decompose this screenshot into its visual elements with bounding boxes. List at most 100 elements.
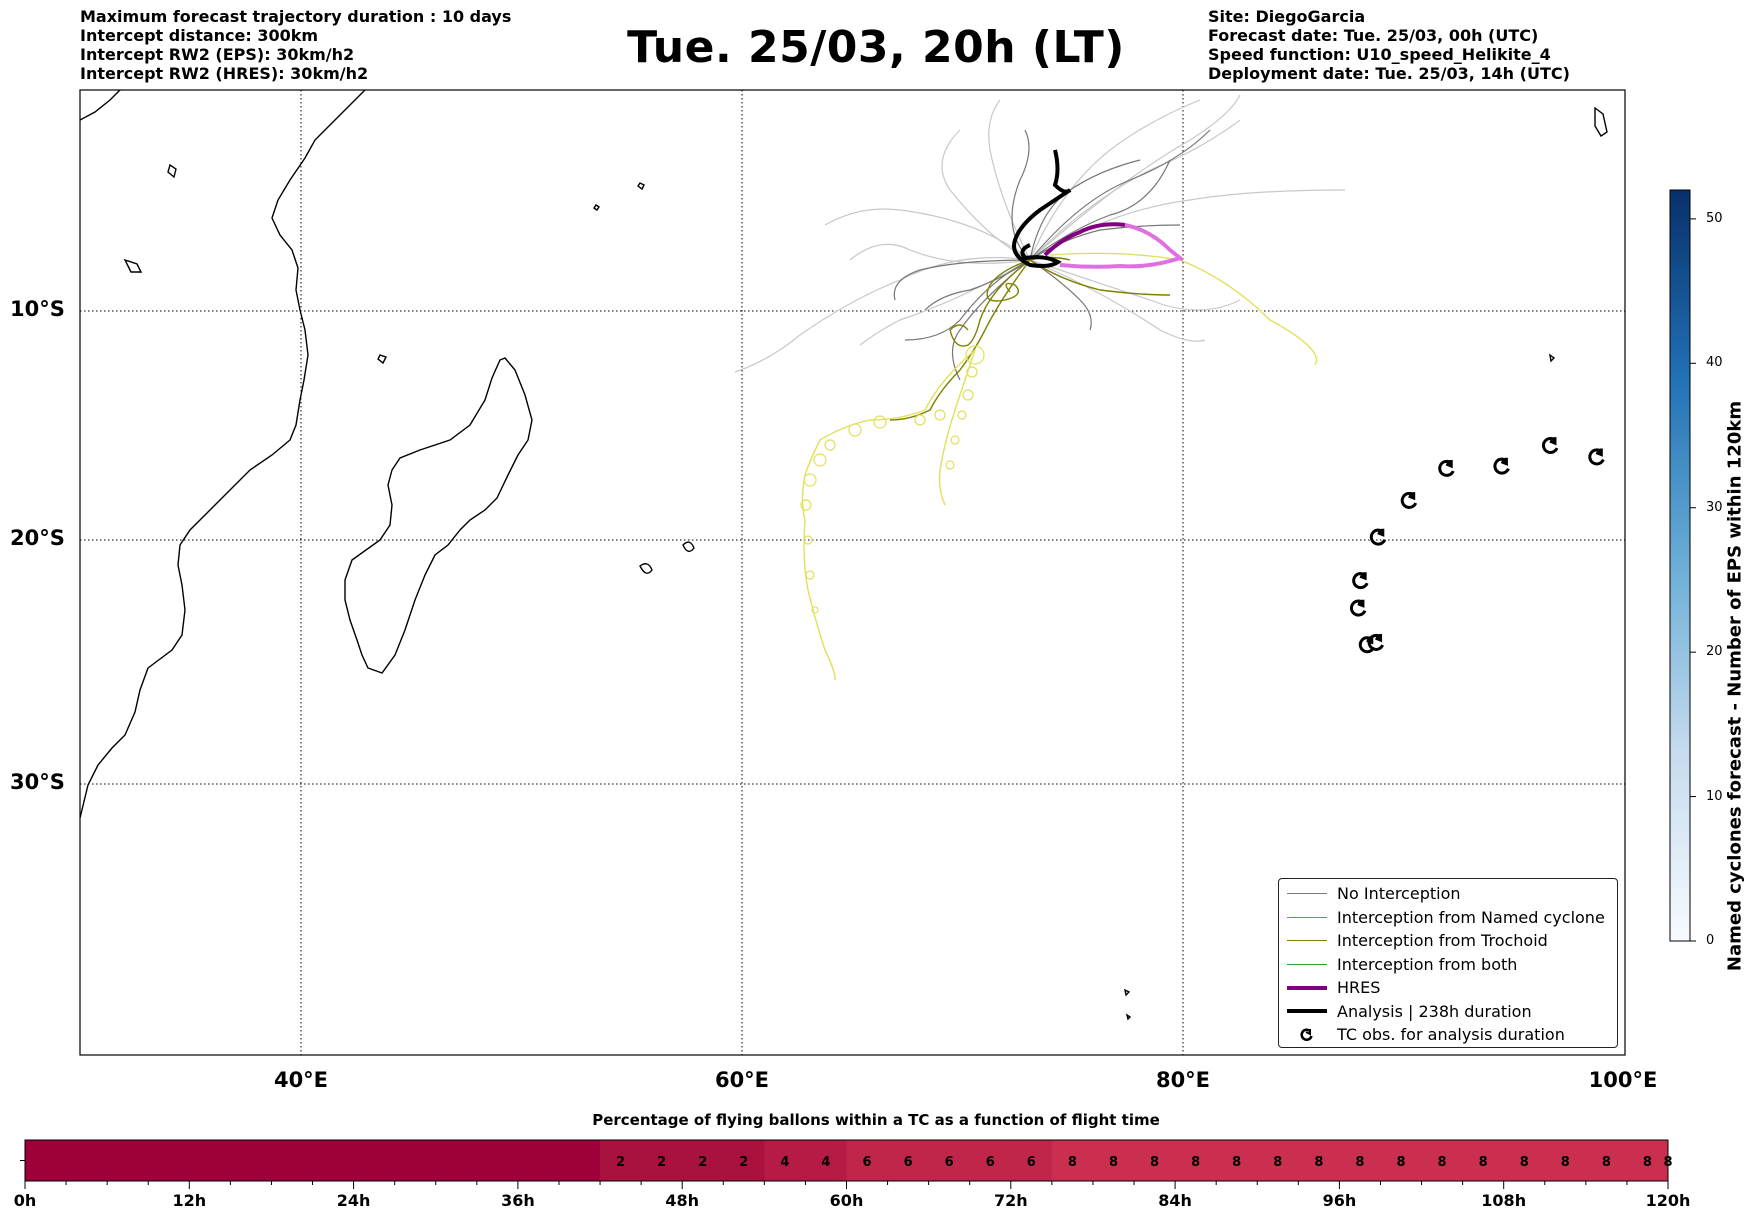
- time-strip-tick-label: 24h: [336, 1191, 371, 1210]
- deployment-date-text: Deployment date: Tue. 25/03, 14h (UTC): [1208, 64, 1570, 83]
- time-strip-cell: [1421, 1140, 1464, 1181]
- time-strip-cell: [805, 1140, 847, 1181]
- time-strip-cell: [230, 1140, 272, 1181]
- eps-yellow-trajectories: [801, 252, 1318, 681]
- time-strip-cell: [1462, 1140, 1505, 1181]
- time-strip-value: 2: [657, 1155, 667, 1170]
- time-strip-tick-label: 84h: [1158, 1191, 1192, 1210]
- island-seychelles-2: [593, 204, 600, 211]
- lat-label-30s: 30°S: [10, 770, 65, 794]
- legend-hres: HRES: [1279, 976, 1617, 1000]
- legend-label: Interception from both: [1337, 954, 1518, 974]
- time-strip-tick-label: 36h: [501, 1191, 535, 1210]
- time-strip-cell: [435, 1140, 478, 1181]
- tc-observation-marker: [1369, 528, 1387, 546]
- time-strip-cell: [476, 1140, 519, 1181]
- lon-label-100e: 100°E: [1588, 1068, 1658, 1092]
- time-strip-cell: [1175, 1140, 1217, 1181]
- tc-observation-marker: [1438, 459, 1455, 477]
- time-strip-value: 8: [1663, 1155, 1673, 1170]
- intercept-distance-text: Intercept distance: 300km: [80, 26, 319, 45]
- island-comoros: [377, 354, 387, 365]
- time-strip-tick-label: 96h: [1322, 1191, 1357, 1210]
- legend-analysis: Analysis | 238h duration: [1279, 1000, 1617, 1024]
- island-mauritius: [639, 563, 653, 574]
- time-strip-cell: [1544, 1140, 1587, 1181]
- time-strip-cell: [887, 1140, 930, 1181]
- time-strip-value: 6: [1026, 1155, 1036, 1170]
- lon-label-80e: 80°E: [1155, 1068, 1211, 1092]
- forecast-settings-left: Maximum forecast trajectory duration : 1…: [80, 7, 511, 83]
- map-legend: No Interception Interception from Named …: [1278, 878, 1618, 1048]
- lon-label-60e: 60°E: [714, 1068, 770, 1092]
- madagascar-coastline: [344, 357, 533, 674]
- time-strip-value: 4: [780, 1155, 790, 1170]
- time-strip-value: 6: [944, 1155, 954, 1170]
- time-strip-cell: [1298, 1140, 1340, 1181]
- time-strip-cell: [723, 1140, 765, 1181]
- time-strip-value: 4: [821, 1155, 831, 1170]
- colorbar-tick-label: 30: [1706, 499, 1723, 515]
- tc-observation-marker: [1541, 437, 1559, 454]
- legend-both: Interception from both: [1279, 953, 1617, 977]
- tc-observation-marker: [1493, 457, 1510, 475]
- time-strip-tick-label: 12h: [172, 1191, 207, 1210]
- colorbar-tick-label: 50: [1706, 210, 1723, 226]
- page-title: Tue. 25/03, 20h (LT): [627, 22, 1125, 73]
- legend-label: Analysis | 238h duration: [1337, 1001, 1532, 1021]
- time-strip-cell: [1010, 1140, 1053, 1181]
- tc-observation-marker: [1349, 599, 1367, 617]
- time-strip-value: 8: [1355, 1155, 1365, 1170]
- time-strip-value: 8: [1314, 1155, 1324, 1170]
- island-zanzibar: [167, 163, 177, 179]
- tc-observations: [1349, 437, 1605, 654]
- legend-trochoid: Interception from Trochoid: [1279, 929, 1617, 953]
- time-strip-cell: [846, 1140, 889, 1181]
- time-strip-cell: [25, 1140, 67, 1181]
- island-chagos: [1549, 353, 1556, 363]
- legend-no-interception: No Interception: [1279, 882, 1617, 906]
- colorbar-title: Named cyclones forecast - Number of EPS …: [1724, 400, 1746, 972]
- colorbar-tick-label: 0: [1706, 933, 1715, 948]
- time-strip-value: 6: [903, 1155, 913, 1170]
- time-strip-tick-label: 48h: [665, 1191, 700, 1210]
- forecast-settings-right: Site: DiegoGarcia Forecast date: Tue. 25…: [1208, 7, 1570, 83]
- time-strip-value: 2: [616, 1155, 626, 1170]
- colorbar-ticks: [1690, 218, 1696, 942]
- time-strip-value: 8: [1108, 1155, 1119, 1170]
- max-duration-text: Maximum forecast trajectory duration : 1…: [80, 7, 512, 26]
- time-strip-value: 6: [862, 1155, 872, 1170]
- time-strip-cell: [928, 1140, 971, 1181]
- time-strip-value: 8: [1519, 1155, 1529, 1170]
- time-strip-value: 8: [1560, 1155, 1570, 1170]
- time-strip-tick-label: 108h: [1481, 1191, 1527, 1210]
- time-strip-value: 2: [739, 1155, 749, 1170]
- time-strip-cell: [764, 1140, 806, 1181]
- time-strip-cell: [353, 1140, 396, 1181]
- legend-tc-obs: TC obs. for analysis duration: [1279, 1023, 1617, 1047]
- hres-trajectory-late: [1059, 223, 1184, 269]
- time-strip-cell: [148, 1140, 190, 1181]
- legend-label: HRES: [1337, 978, 1381, 998]
- time-strip-cell: [312, 1140, 355, 1181]
- time-strip-cell: [189, 1140, 231, 1181]
- time-strip: [25, 1140, 1669, 1181]
- time-strip-value: 8: [1232, 1155, 1242, 1170]
- tc-observation-marker: [1400, 491, 1418, 509]
- legend-label: Interception from Named cyclone: [1337, 907, 1605, 927]
- tc-observation-marker: [1352, 572, 1369, 590]
- intercept-eps-text: Intercept RW2 (EPS): 30km/h2: [80, 45, 355, 64]
- island-seychelles-1: [637, 182, 645, 191]
- island-reunion: [682, 541, 695, 553]
- time-strip-value: 8: [1642, 1155, 1652, 1170]
- time-strip-value: 8: [1067, 1155, 1077, 1170]
- colorbar-tick-label: 20: [1706, 644, 1723, 660]
- time-strip-cell: [1216, 1140, 1258, 1181]
- time-strip-cell: [1134, 1140, 1176, 1181]
- time-strip-ticks: [20, 1160, 1669, 1189]
- eps-no-interception-trajectories: [734, 94, 1346, 381]
- time-strip-cell: [1585, 1140, 1628, 1181]
- colorbar: [1669, 189, 1691, 942]
- island-south: [1124, 988, 1131, 997]
